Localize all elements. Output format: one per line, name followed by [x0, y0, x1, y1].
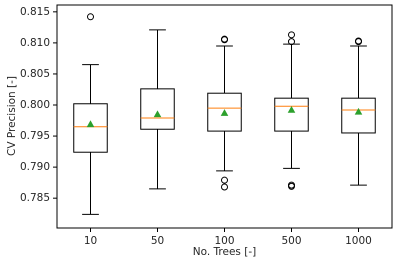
box [140, 88, 175, 130]
y-tick-label: 0.805 [20, 68, 50, 80]
y-tick-label: 0.790 [20, 161, 50, 173]
outlier [221, 183, 228, 191]
box [274, 97, 309, 132]
outlier [288, 38, 295, 46]
x-tick-label: 10 [84, 235, 97, 247]
outlier [288, 31, 295, 39]
y-tick-label: 0.815 [20, 6, 50, 18]
outlier [221, 36, 228, 44]
y-axis-label: CV Precision [-] [6, 76, 18, 156]
mean-marker [153, 110, 162, 118]
y-tick-label: 0.795 [20, 130, 50, 142]
outlier [288, 182, 295, 190]
box [341, 97, 376, 134]
y-tick-label: 0.800 [20, 99, 50, 111]
x-axis-label: No. Trees [-] [193, 246, 256, 258]
x-tick-label: 100 [214, 235, 234, 247]
mean-marker [220, 109, 229, 116]
outlier [355, 38, 362, 46]
y-tick-label: 0.785 [20, 192, 50, 204]
box [73, 103, 108, 153]
mean-marker [86, 120, 95, 128]
y-tick-label: 0.810 [20, 37, 50, 49]
outlier [221, 176, 228, 184]
outlier [87, 13, 94, 21]
x-tick-label: 1000 [345, 235, 372, 247]
mean-marker [354, 107, 363, 115]
mean-marker [287, 105, 296, 113]
box [207, 92, 242, 132]
x-tick-label: 50 [151, 235, 164, 247]
x-tick-label: 500 [281, 235, 301, 247]
